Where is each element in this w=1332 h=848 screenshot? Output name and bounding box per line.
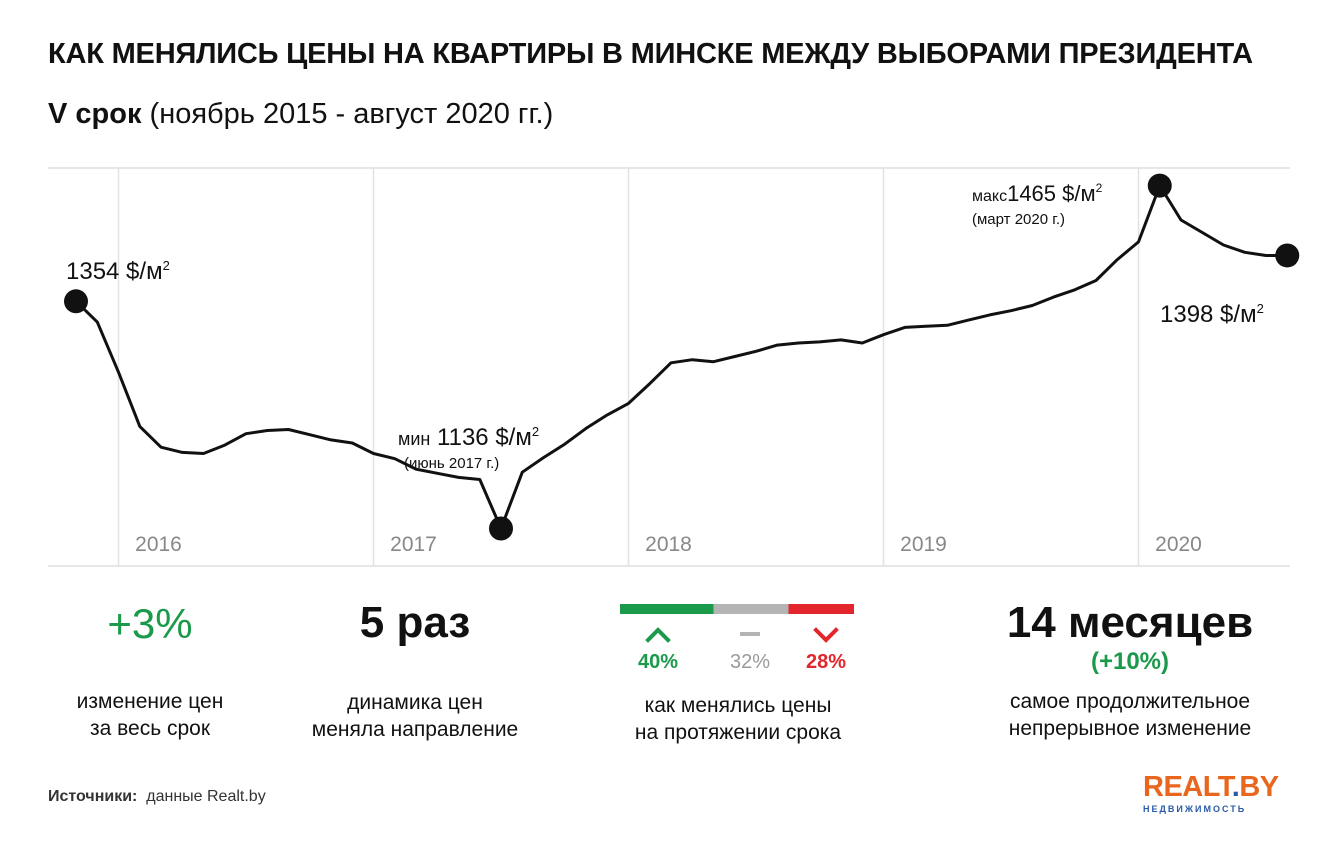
min-point-marker — [489, 516, 513, 541]
logo-part-left: REALT — [1143, 771, 1232, 803]
share-bar-down — [788, 604, 854, 614]
subtitle-term: V срок — [48, 98, 142, 130]
chart-subtitle: V срок (ноябрь 2015 - август 2020 гг.) — [48, 98, 553, 131]
up-arrow-icon — [645, 627, 671, 643]
start-point-marker — [64, 289, 88, 314]
share-bar-flat — [713, 604, 789, 614]
year-label-2017: 2017 — [390, 533, 437, 556]
price-line-chart: 2016 2017 2018 2019 2020 1354 $/м2 мин 1136 … — [48, 167, 1300, 567]
stat-longest-run-value: 14 месяцев — [1006, 598, 1254, 647]
max-date: (март 2020 г.) — [972, 211, 1065, 228]
stat-shares-desc-2: на протяжении срока — [634, 721, 842, 744]
stat-reversals-desc: динамика цен меняла направление — [290, 689, 540, 743]
year-label-2019: 2019 — [900, 533, 947, 556]
down-arrow-icon — [813, 627, 839, 643]
share-flat-label: 32% — [730, 651, 770, 673]
realt-logo-wordmark: REALT.BY — [1143, 771, 1279, 803]
stat-total-change-desc: изменение цен за весь срок — [40, 688, 260, 742]
stat-shares-desc: как менялись цены на протяжении срока — [608, 692, 868, 746]
min-date: (июнь 2017 г.) — [404, 455, 499, 472]
stat-shares-desc-1: как менялись цены — [644, 694, 832, 717]
subtitle-period: (ноябрь 2015 - август 2020 гг.) — [141, 98, 554, 130]
source-text: данные Realt.by — [146, 788, 266, 805]
stat-longest-run: 14 месяцев (+10%) самое продолжительное … — [980, 598, 1280, 742]
stat-reversals-value: 5 раз — [359, 598, 471, 647]
stat-reversals-desc-1: динамика цен — [347, 691, 483, 714]
min-annotation: мин 1136 $/м2 — [398, 424, 539, 451]
logo-part-right: BY — [1239, 771, 1279, 803]
stat-total-change-value: +3% — [107, 600, 193, 647]
stat-longest-run-desc: самое продолжительное непрерывное измене… — [980, 688, 1280, 742]
realt-logo-tagline: НЕДВИЖИМОСТЬ — [1143, 804, 1247, 814]
max-point-marker — [1147, 173, 1172, 198]
year-label-2020: 2020 — [1155, 533, 1202, 556]
source-label: Источники: — [48, 788, 138, 805]
stat-reversals: 5 раз динамика цен меняла направление — [290, 598, 540, 743]
logo-dot: . — [1231, 771, 1240, 803]
stat-total-change: +3% изменение цен за весь срок — [40, 600, 260, 742]
stat-longest-run-desc-2: непрерывное изменение — [1008, 717, 1252, 740]
price-series-line — [74, 184, 1289, 530]
share-bar-up — [620, 604, 714, 614]
stat-total-change-desc-1: изменение цен — [76, 690, 224, 713]
stat-longest-run-desc-1: самое продолжительное — [1009, 690, 1251, 713]
year-label-2018: 2018 — [645, 533, 692, 556]
stat-longest-run-change: (+10%) — [1090, 648, 1170, 675]
max-annotation: макс1465 $/м2 — [972, 181, 1103, 206]
chart-title: КАК МЕНЯЛИСЬ ЦЕНЫ НА КВАРТИРЫ В МИНСКЕ М… — [48, 38, 1253, 70]
end-point-marker — [1275, 243, 1300, 268]
realt-logo: REALT.BY НЕДВИЖИМОСТЬ — [1143, 771, 1279, 822]
direction-shares-bar: 40% 32% 28% — [620, 604, 854, 673]
end-annotation: 1398 $/м2 — [1160, 301, 1264, 328]
share-down-label: 28% — [806, 651, 846, 673]
share-up-label: 40% — [638, 651, 678, 673]
stat-reversals-desc-2: меняла направление — [311, 718, 519, 741]
start-annotation: 1354 $/м2 — [66, 258, 170, 285]
source-note: Источники: данные Realt.by — [48, 788, 266, 806]
year-label-2016: 2016 — [135, 533, 182, 556]
stat-total-change-desc-2: за весь срок — [89, 717, 211, 740]
